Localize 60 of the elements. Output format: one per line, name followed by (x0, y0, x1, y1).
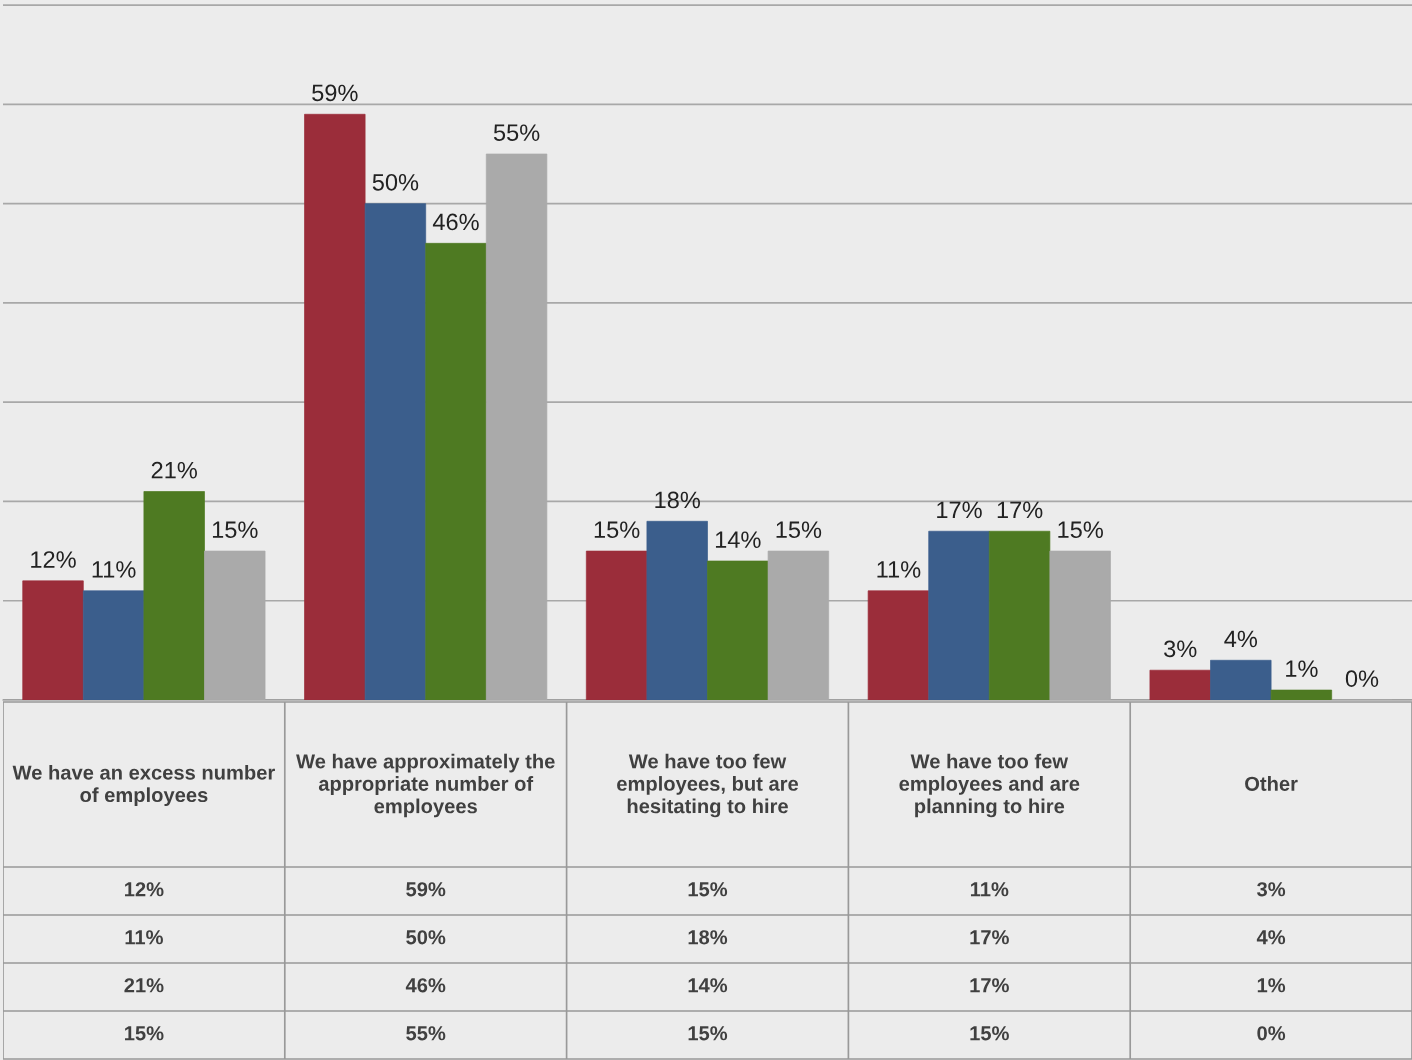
bar (1270, 689, 1333, 700)
text: 17% (937, 501, 982, 519)
text: 18% (655, 491, 700, 509)
bar (585, 550, 648, 700)
data-label: 15% (688, 1026, 728, 1041)
text: 59% (312, 84, 358, 102)
data-label: 46% (405, 978, 446, 993)
text: 1% (1286, 660, 1318, 677)
data-label: 50% (406, 930, 446, 945)
text: 55% (493, 124, 540, 141)
data-label: 15% (688, 882, 728, 897)
data-label: 14% (688, 978, 728, 993)
bar (867, 590, 930, 700)
text: 11% (92, 561, 136, 578)
data-label: 11% (970, 882, 1009, 897)
x-tick-label: We have approximately the appropriate number of employees (296, 753, 555, 818)
data-label: 55% (406, 1026, 446, 1041)
text: 17% (997, 501, 1043, 519)
text: 46% (432, 213, 479, 231)
bar (707, 560, 769, 700)
text: 15% (212, 521, 258, 539)
data-label: 15% (125, 1026, 164, 1041)
text: 3% (1164, 640, 1197, 658)
text: 0% (1345, 670, 1379, 687)
data-label: 4% (1256, 930, 1286, 945)
text: 50% (372, 173, 419, 191)
bar (425, 242, 487, 700)
bar (82, 590, 145, 700)
x-tick-label: We have an excess number of employees (12, 764, 275, 807)
bar (988, 530, 1051, 700)
data-label: 21% (124, 978, 164, 993)
x-tick-label: We have too few employees and are planning to hire (899, 753, 1080, 818)
data-label: 17% (970, 978, 1009, 993)
bar (22, 580, 84, 700)
data-label: 0% (1257, 1026, 1286, 1041)
data-label: 15% (970, 1026, 1009, 1041)
data-label: 12% (125, 882, 164, 897)
text: 15% (776, 521, 822, 539)
x-tick-label: Other (1245, 776, 1298, 791)
bar (143, 491, 205, 700)
bar (364, 203, 427, 700)
bar (1149, 669, 1211, 700)
bar (646, 520, 708, 700)
data-label: 1% (1257, 978, 1286, 993)
text: 15% (594, 521, 640, 539)
data-label: 11% (125, 930, 163, 945)
bar (928, 530, 990, 700)
x-tick-label: We have too few employees, but are hesitating to hire (617, 753, 799, 818)
bar (1210, 659, 1272, 700)
text: 11% (877, 561, 921, 578)
data-label: 18% (688, 930, 728, 945)
text: 14% (715, 531, 761, 548)
bar (304, 113, 366, 700)
text: 15% (1058, 521, 1103, 539)
text: 4% (1224, 630, 1258, 648)
data-label: 3% (1257, 882, 1286, 897)
text: 21% (151, 461, 197, 479)
data-label: 17% (970, 930, 1009, 945)
text: 12% (31, 551, 76, 568)
data-label: 59% (406, 882, 446, 897)
